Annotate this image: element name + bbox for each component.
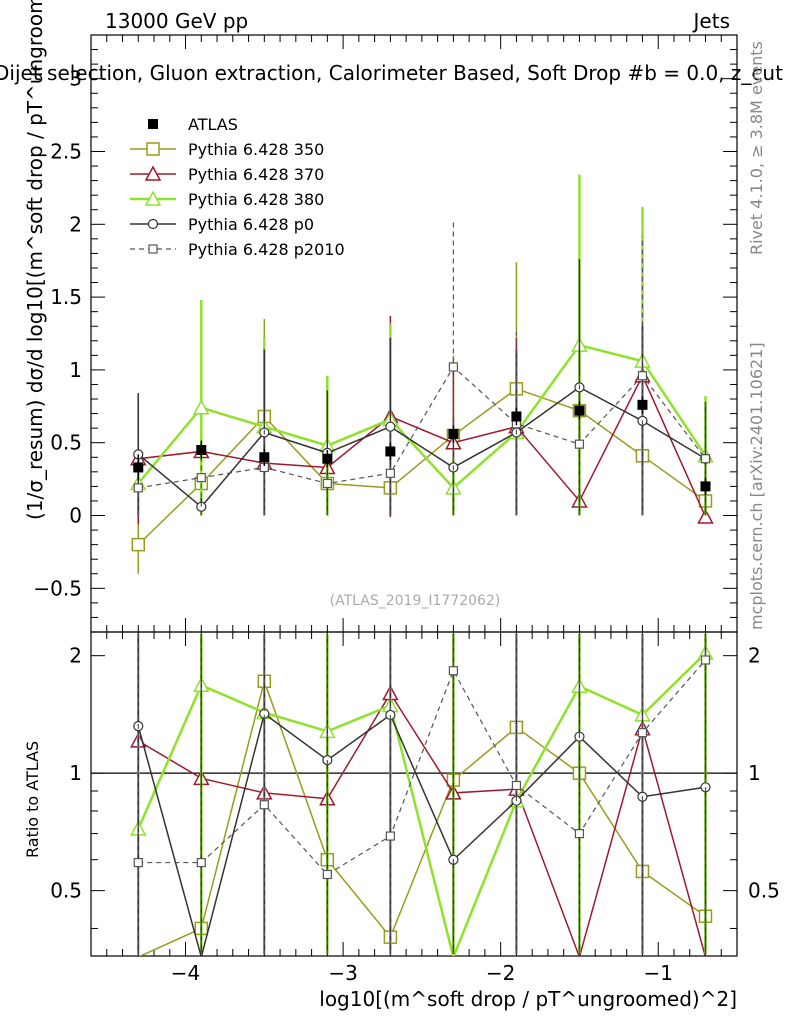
atlas-point bbox=[322, 453, 333, 464]
series-line-p2010 bbox=[138, 366, 706, 489]
ratio-tick-label: 2 bbox=[69, 644, 82, 668]
axis-ticks: −4 −3 −2 −1 −0.5 0 0.5 1 1.5 2 2.5 3 0.5 0.5 1 1 2 2 bbox=[33, 34, 780, 985]
rivet-label: Rivet 4.1.0, ≥ 3.8M events bbox=[747, 41, 766, 255]
y-tick-label: 1 bbox=[69, 358, 82, 382]
ratio-tick-label: 1 bbox=[69, 761, 82, 785]
legend-marker-p0 bbox=[147, 218, 159, 230]
point-p2010 bbox=[133, 483, 143, 493]
point-p2010 bbox=[574, 439, 585, 449]
ratio-line-p350 bbox=[138, 678, 706, 956]
y-tick-label: 2.5 bbox=[50, 139, 82, 163]
ratio-point-p2010 bbox=[511, 780, 522, 791]
energy-label: 13000 GeV pp bbox=[105, 9, 248, 33]
mcplots-label: mcplots.cern.ch [arXiv:2401.10621] bbox=[747, 342, 766, 630]
atlas-point bbox=[574, 405, 585, 416]
legend-marker-p370 bbox=[144, 165, 162, 181]
ratio-point-p2010 bbox=[574, 829, 585, 839]
jets-label: Jets bbox=[692, 9, 730, 33]
atlas-point bbox=[259, 452, 270, 463]
point-p2010 bbox=[385, 468, 395, 478]
point-p380 bbox=[193, 399, 210, 415]
atlas-point bbox=[700, 481, 711, 492]
point-p2010 bbox=[448, 362, 458, 372]
point-p370 bbox=[697, 508, 714, 524]
legend-label-p350: Pythia 6.428 350 bbox=[188, 140, 324, 159]
point-p2010 bbox=[322, 478, 332, 489]
x-tick-label: −1 bbox=[643, 961, 672, 985]
ratio-point-p2010 bbox=[700, 655, 711, 665]
atlas-point bbox=[511, 411, 522, 422]
y-tick-label: 1.5 bbox=[50, 285, 82, 309]
atlas-point bbox=[448, 428, 459, 439]
x-axis-title: log10[(m^soft drop / pT^ungroomed)^2] bbox=[319, 987, 737, 1011]
ratio-tick-label-right: 1 bbox=[748, 761, 761, 785]
legend-label-p370: Pythia 6.428 370 bbox=[188, 165, 324, 184]
point-p2010 bbox=[637, 371, 648, 381]
atlas-point bbox=[637, 399, 648, 410]
plot-title: Dijet selection, Gluon extraction, Calor… bbox=[0, 61, 786, 85]
y-tick-label: 3 bbox=[69, 67, 82, 91]
legend: ATLAS Pythia 6.428 350 Pythia 6.428 370 Pyt… bbox=[130, 115, 345, 259]
series-line-p350 bbox=[137, 387, 706, 546]
series-line-p380 bbox=[137, 343, 707, 490]
atlas-point bbox=[385, 446, 396, 457]
y-tick-label: 2 bbox=[69, 212, 82, 236]
analysis-name: (ATLAS_2019_I1772062) bbox=[330, 593, 501, 609]
legend-label-p0: Pythia 6.428 p0 bbox=[188, 215, 314, 234]
y-axis-title: (1/σ_resum) dσ/d log10[(m^soft drop / pT… bbox=[23, 0, 47, 520]
ratio-point-p2010 bbox=[637, 728, 648, 738]
main-panel-series bbox=[130, 174, 714, 574]
ratio-axis-title: Ratio to ATLAS bbox=[23, 741, 42, 858]
ratio-tick-label-right: 2 bbox=[748, 644, 761, 668]
legend-label-p2010: Pythia 6.428 p2010 bbox=[188, 240, 345, 259]
ratio-line-p2010 bbox=[138, 659, 706, 876]
ratio-tick-label-right: 0.5 bbox=[748, 879, 780, 903]
atlas-point bbox=[196, 444, 207, 455]
y-tick-label: 0 bbox=[69, 504, 82, 528]
legend-label-atlas: ATLAS bbox=[188, 115, 238, 134]
ratio-line-p380 bbox=[137, 652, 707, 956]
legend-label-p380: Pythia 6.428 380 bbox=[188, 190, 324, 209]
series-line-p0 bbox=[137, 386, 706, 508]
point-p350 bbox=[131, 537, 146, 552]
ratio-point-p2010 bbox=[259, 800, 269, 810]
x-tick-label: −2 bbox=[486, 961, 515, 985]
ratio-tick-label: 0.5 bbox=[50, 879, 82, 903]
ratio-point-p2010 bbox=[448, 666, 458, 676]
legend-marker-p2010 bbox=[148, 244, 158, 254]
series-line-p370 bbox=[138, 373, 707, 518]
x-tick-label: −4 bbox=[171, 961, 200, 985]
point-p2010 bbox=[700, 454, 711, 464]
ratio-point-p2010 bbox=[385, 831, 395, 841]
y-tick-label: −0.5 bbox=[33, 576, 82, 600]
ratio-frame bbox=[90, 631, 738, 957]
atlas-point bbox=[133, 462, 144, 473]
point-p0 bbox=[385, 421, 396, 432]
ratio-line-p0 bbox=[137, 712, 706, 956]
ratio-point-p2010 bbox=[322, 869, 332, 880]
legend-marker-p350 bbox=[146, 142, 160, 156]
ratio-line-p370 bbox=[137, 692, 706, 956]
legend-marker-p380 bbox=[144, 190, 162, 206]
ratio-point-p2010 bbox=[196, 857, 206, 868]
ratio-panel-series bbox=[130, 634, 714, 956]
ratio-point-p2010 bbox=[133, 857, 143, 868]
x-tick-label: −3 bbox=[328, 961, 357, 985]
point-p2010 bbox=[196, 473, 206, 483]
legend-marker-atlas bbox=[148, 119, 158, 129]
y-tick-label: 0.5 bbox=[50, 431, 82, 455]
